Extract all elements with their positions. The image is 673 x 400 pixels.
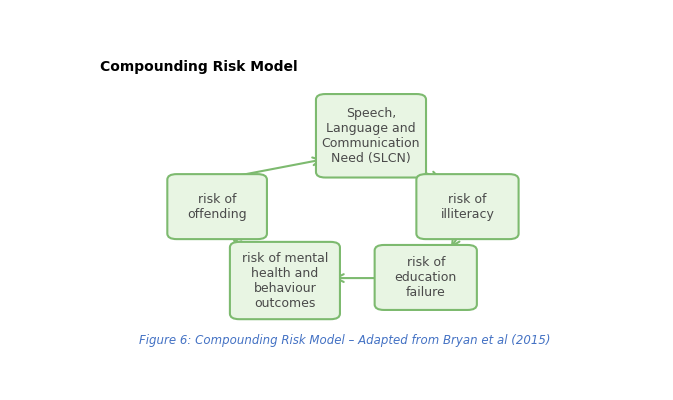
FancyBboxPatch shape bbox=[230, 242, 340, 319]
Text: Figure 6: Compounding Risk Model – Adapted from Bryan et al (2015): Figure 6: Compounding Risk Model – Adapt… bbox=[139, 334, 551, 347]
Text: risk of
illiteracy: risk of illiteracy bbox=[441, 193, 495, 221]
FancyBboxPatch shape bbox=[316, 94, 426, 178]
Text: risk of
education
failure: risk of education failure bbox=[394, 256, 457, 299]
Text: Speech,
Language and
Communication
Need (SLCN): Speech, Language and Communication Need … bbox=[322, 107, 420, 165]
FancyBboxPatch shape bbox=[375, 245, 477, 310]
Text: Compounding Risk Model: Compounding Risk Model bbox=[100, 60, 297, 74]
Text: risk of
offending: risk of offending bbox=[187, 193, 247, 221]
FancyBboxPatch shape bbox=[168, 174, 267, 239]
Text: risk of mental
health and
behaviour
outcomes: risk of mental health and behaviour outc… bbox=[242, 252, 328, 310]
FancyBboxPatch shape bbox=[417, 174, 519, 239]
